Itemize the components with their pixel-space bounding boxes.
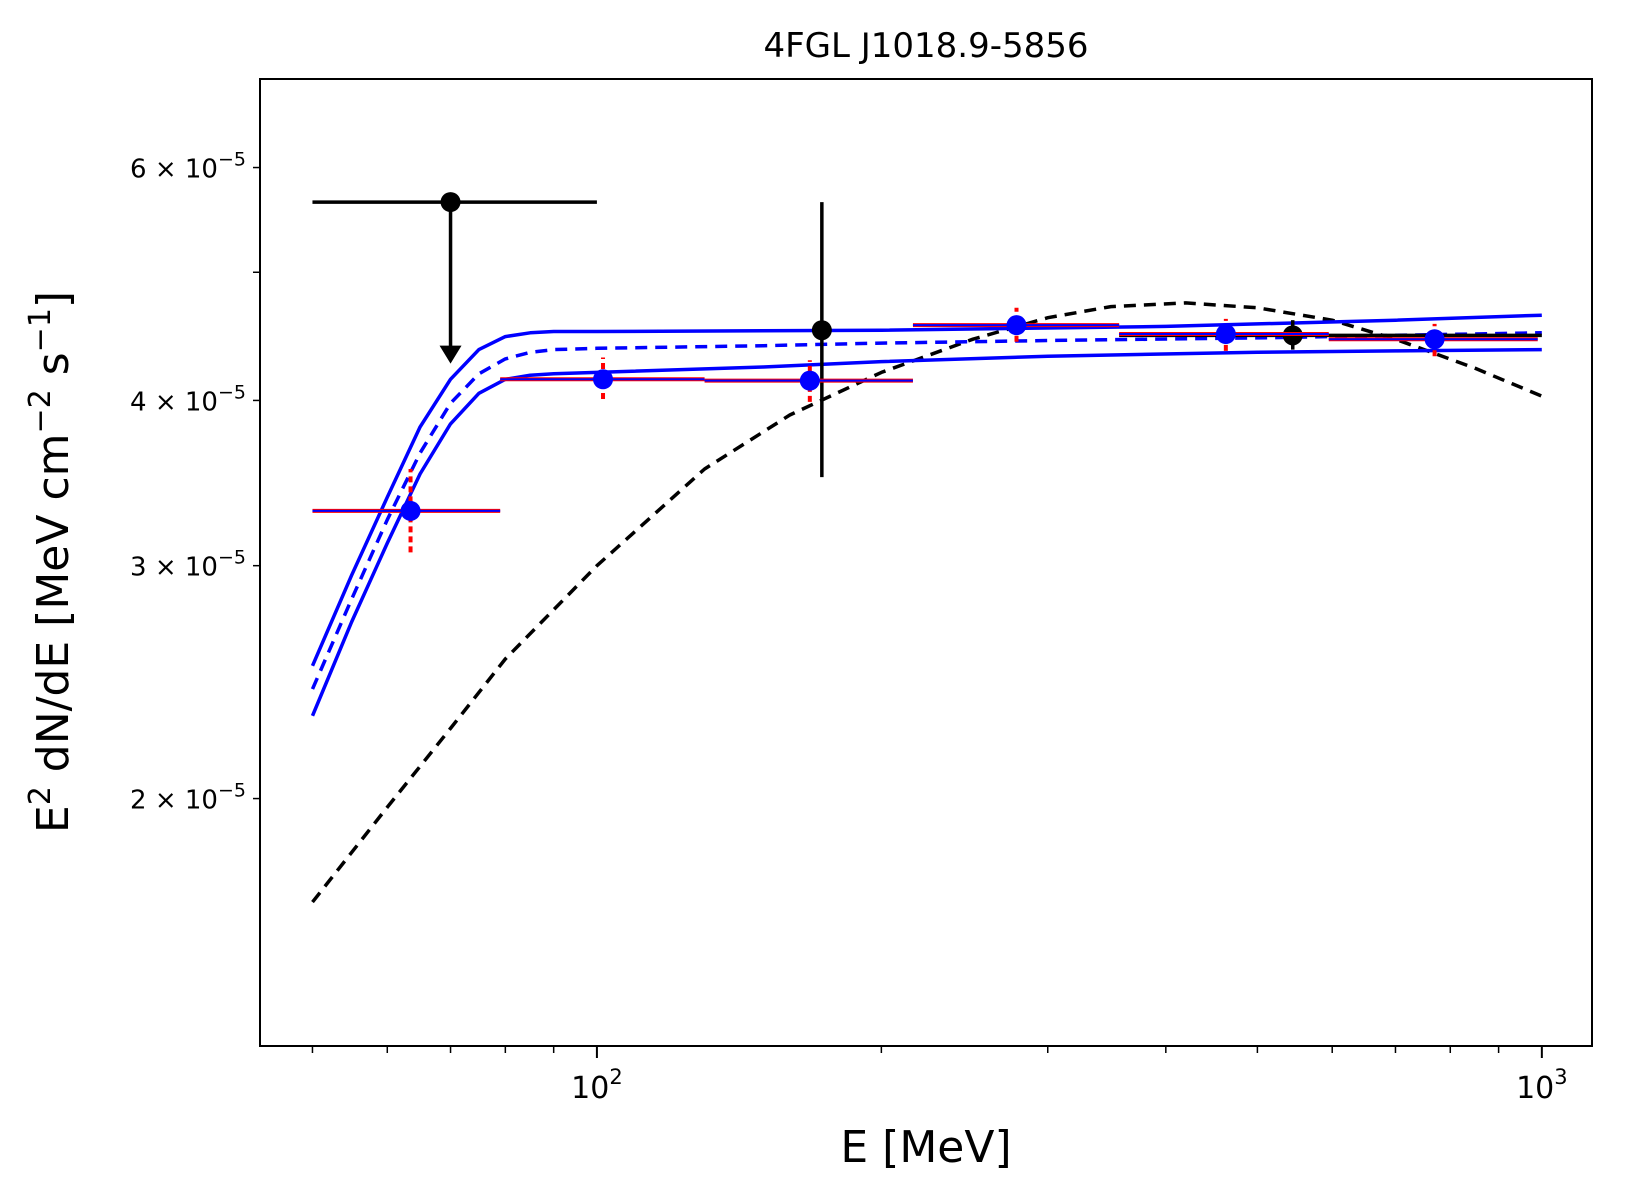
y-tick-label: 2 × 10−5	[130, 780, 246, 816]
y-label-end: ]	[28, 291, 79, 308]
upper-limit-arrowhead	[439, 345, 462, 364]
chart-title: 4FGL J1018.9-5856	[763, 26, 1088, 66]
y-axis-label: E2 dN/dE [MeV cm−2 s−1]	[23, 291, 79, 833]
model-upper-band-curve	[310, 313, 1542, 667]
y-tick-label: 3 × 10−5	[130, 547, 246, 583]
blue-point-marker	[799, 370, 820, 391]
y-tick-label: 6 × 10−5	[130, 149, 246, 185]
y-tick-label: 4 × 10−5	[130, 381, 246, 417]
x-axis-ticks: 102 103	[311, 1046, 1568, 1106]
y-label-sup3: −1	[23, 308, 58, 352]
x-tick-label: 103	[1516, 1065, 1568, 1106]
upper-limit-marker	[440, 192, 461, 213]
model-black-dashed-curve	[311, 301, 1543, 904]
x-tick-label: 102	[571, 1065, 623, 1106]
blue-point-marker	[593, 369, 614, 390]
plot-frame	[259, 78, 1593, 1047]
y-axis-ticks: 2 × 10−5 3 × 10−5 4 × 10−5 6 × 10−5	[130, 149, 260, 816]
x-axis-label: E [MeV]	[840, 1122, 1011, 1173]
y-label-main: E	[28, 805, 79, 833]
blue-point-marker	[1215, 324, 1236, 345]
y-label-mid2: s	[28, 352, 79, 389]
blue-point-marker	[1424, 329, 1445, 350]
y-label-sup1: 2	[23, 786, 58, 805]
model-lower-band-curve	[310, 347, 1542, 717]
plot-area	[310, 192, 1543, 904]
blue-point-marker	[400, 500, 421, 521]
blue-point-marker	[1006, 315, 1027, 336]
model-central-dashed-curve	[310, 331, 1542, 690]
black-point-marker	[811, 320, 832, 341]
y-label-mid: dN/dE [MeV cm	[28, 433, 79, 786]
y-label-sup2: −2	[23, 389, 58, 433]
